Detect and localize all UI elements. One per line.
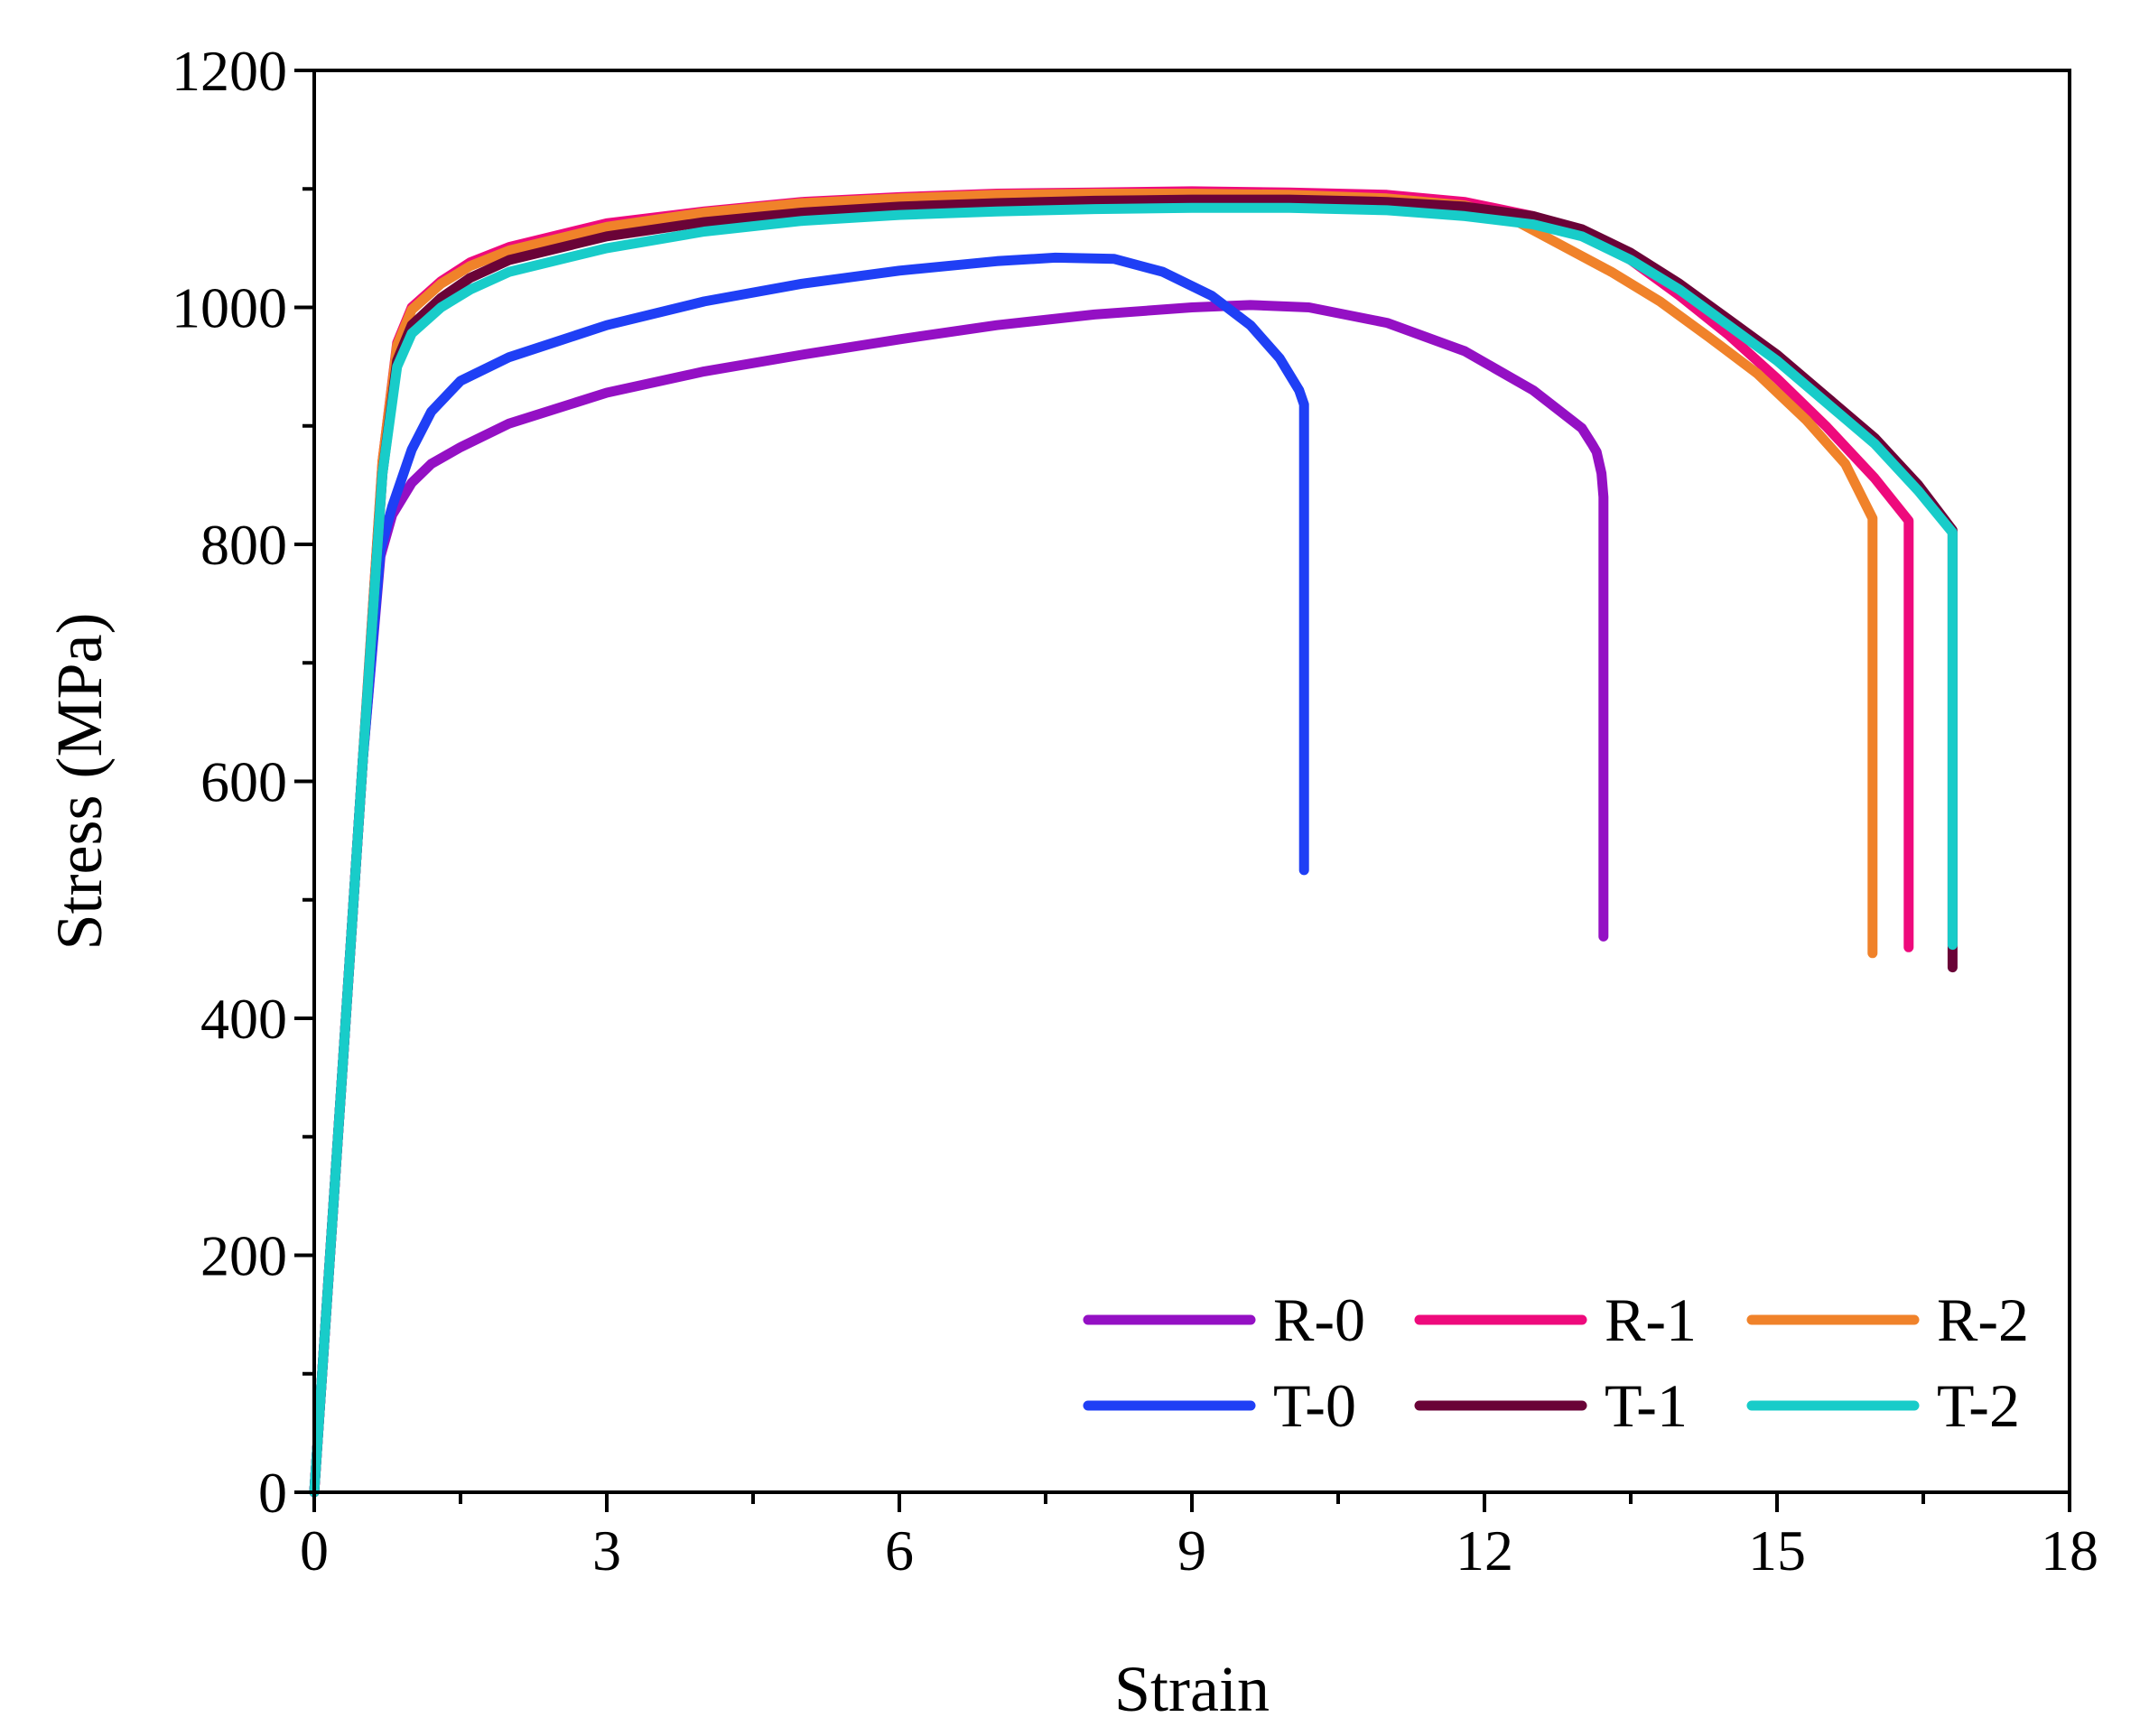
series-line-t-0 [309,252,1309,1498]
series-curves [309,186,1958,1498]
legend-item-t-0: T-0 [1083,1371,1356,1440]
series-line-t-2 [309,202,1958,1498]
legend-label: R-2 [1937,1286,2029,1354]
x-tick-label: 12 [1456,1518,1513,1583]
y-tick-label: 1200 [172,39,287,103]
y-tick-labels: 0 200 400 600 800 1000 1200 [172,39,287,1525]
legend-label: R-1 [1605,1286,1697,1354]
legend-label: T-0 [1273,1371,1356,1440]
legend: R-0 R-1 R-2 T-0 T-1 T-2 [1083,1286,2029,1440]
y-axis-title: Stress (MPa) [43,613,116,951]
x-axis-title: Strain [1114,1653,1270,1725]
x-tick-label: 0 [300,1518,329,1583]
y-tick-label: 800 [200,513,287,577]
series-line-t-1 [309,194,1958,1498]
series-line-r-2 [309,189,1878,1498]
y-tick-label: 600 [200,750,287,814]
legend-item-t-2: T-2 [1746,1371,2020,1440]
legend-label: T-2 [1937,1371,2020,1440]
y-tick-label: 200 [200,1224,287,1288]
x-tick-label: 18 [2041,1518,2098,1583]
y-tick-label: 0 [258,1461,287,1525]
legend-label: R-0 [1273,1286,1365,1354]
legend-item-r-1: R-1 [1414,1286,1697,1354]
legend-item-t-1: T-1 [1414,1371,1688,1440]
y-tick-label: 400 [200,987,287,1051]
legend-item-r-0: R-0 [1083,1286,1365,1354]
y-tick-label: 1000 [172,276,287,340]
x-tick-label: 9 [1177,1518,1206,1583]
x-tick-label: 6 [885,1518,914,1583]
series-line-r-0 [309,300,1609,1498]
legend-item-r-2: R-2 [1746,1286,2029,1354]
x-tick-label: 3 [592,1518,621,1583]
legend-label: T-1 [1605,1371,1688,1440]
axis-ticks [294,69,2071,1512]
x-tick-label: 15 [1748,1518,1806,1583]
x-tick-labels: 0 3 6 9 12 15 18 [300,1518,2098,1583]
